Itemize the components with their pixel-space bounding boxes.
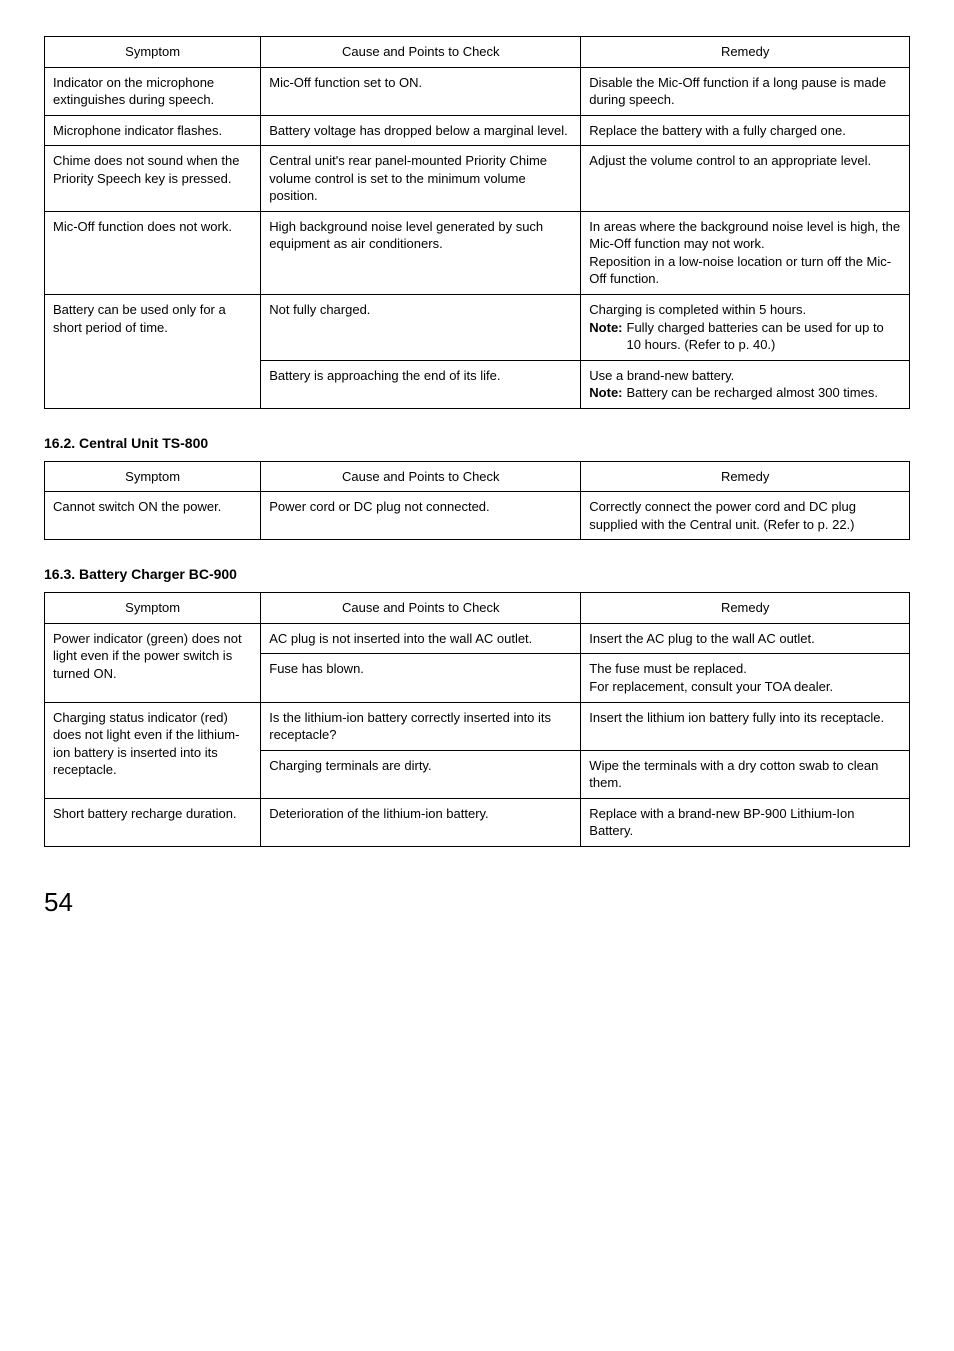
table-row: Power indicator (green) does not light e… <box>45 623 910 654</box>
cell-cause: Deterioration of the lithium-ion battery… <box>261 798 581 846</box>
table-header-row: Symptom Cause and Points to Check Remedy <box>45 593 910 624</box>
header-cause: Cause and Points to Check <box>261 37 581 68</box>
table-row: Microphone indicator flashes. Battery vo… <box>45 115 910 146</box>
cell-remedy: Wipe the terminals with a dry cotton swa… <box>581 750 910 798</box>
table-row: Charging status indicator (red) does not… <box>45 702 910 750</box>
cell-cause: High background noise level generated by… <box>261 211 581 294</box>
note-label: Note: <box>589 319 626 354</box>
header-cause: Cause and Points to Check <box>261 593 581 624</box>
table-header-row: Symptom Cause and Points to Check Remedy <box>45 461 910 492</box>
cell-symptom: Microphone indicator flashes. <box>45 115 261 146</box>
table-row: Indicator on the microphone extinguishes… <box>45 67 910 115</box>
header-cause: Cause and Points to Check <box>261 461 581 492</box>
troubleshooting-table-central: Symptom Cause and Points to Check Remedy… <box>44 461 910 541</box>
table-header-row: Symptom Cause and Points to Check Remedy <box>45 37 910 68</box>
cell-remedy: Adjust the volume control to an appropri… <box>581 146 910 212</box>
cell-symptom: Battery can be used only for a short per… <box>45 295 261 409</box>
cell-cause: Battery is approaching the end of its li… <box>261 360 581 408</box>
cell-cause: Charging terminals are dirty. <box>261 750 581 798</box>
table-row: Battery can be used only for a short per… <box>45 295 910 361</box>
header-symptom: Symptom <box>45 593 261 624</box>
table-row: Short battery recharge duration. Deterio… <box>45 798 910 846</box>
cell-cause: Central unit's rear panel-mounted Priori… <box>261 146 581 212</box>
header-remedy: Remedy <box>581 593 910 624</box>
remedy-line: Use a brand-new battery. <box>589 367 901 385</box>
cell-remedy: Disable the Mic-Off function if a long p… <box>581 67 910 115</box>
page-number: 54 <box>44 887 910 918</box>
header-remedy: Remedy <box>581 461 910 492</box>
cell-symptom: Power indicator (green) does not light e… <box>45 623 261 702</box>
note-label: Note: <box>589 384 626 402</box>
cell-remedy: Insert the lithium ion battery fully int… <box>581 702 910 750</box>
troubleshooting-table-charger: Symptom Cause and Points to Check Remedy… <box>44 592 910 846</box>
header-remedy: Remedy <box>581 37 910 68</box>
troubleshooting-table-main: Symptom Cause and Points to Check Remedy… <box>44 36 910 409</box>
remedy-note: Note: Battery can be recharged almost 30… <box>589 384 901 402</box>
remedy-line: Charging is completed within 5 hours. <box>589 301 901 319</box>
header-symptom: Symptom <box>45 37 261 68</box>
cell-remedy: Use a brand-new battery. Note: Battery c… <box>581 360 910 408</box>
section-title-central: 16.2. Central Unit TS-800 <box>44 435 910 451</box>
cell-cause: Is the lithium-ion battery correctly ins… <box>261 702 581 750</box>
table-row: Mic-Off function does not work. High bac… <box>45 211 910 294</box>
cell-remedy: Charging is completed within 5 hours. No… <box>581 295 910 361</box>
cell-remedy: Insert the AC plug to the wall AC outlet… <box>581 623 910 654</box>
section-title-charger: 16.3. Battery Charger BC-900 <box>44 566 910 582</box>
cell-symptom: Indicator on the microphone extinguishes… <box>45 67 261 115</box>
cell-cause: Power cord or DC plug not connected. <box>261 492 581 540</box>
cell-symptom: Short battery recharge duration. <box>45 798 261 846</box>
cell-remedy: Replace with a brand-new BP-900 Lithium-… <box>581 798 910 846</box>
table-row: Chime does not sound when the Priority S… <box>45 146 910 212</box>
table-row: Cannot switch ON the power. Power cord o… <box>45 492 910 540</box>
cell-cause: Mic-Off function set to ON. <box>261 67 581 115</box>
header-symptom: Symptom <box>45 461 261 492</box>
remedy-note: Note: Fully charged batteries can be use… <box>589 319 901 354</box>
cell-cause: Fuse has blown. <box>261 654 581 702</box>
cell-remedy: Replace the battery with a fully charged… <box>581 115 910 146</box>
cell-symptom: Cannot switch ON the power. <box>45 492 261 540</box>
note-text: Battery can be recharged almost 300 time… <box>627 384 901 402</box>
cell-cause: Not fully charged. <box>261 295 581 361</box>
cell-remedy: The fuse must be replaced. For replaceme… <box>581 654 910 702</box>
cell-symptom: Mic-Off function does not work. <box>45 211 261 294</box>
cell-cause: Battery voltage has dropped below a marg… <box>261 115 581 146</box>
note-text: Fully charged batteries can be used for … <box>627 319 901 354</box>
cell-symptom: Chime does not sound when the Priority S… <box>45 146 261 212</box>
cell-symptom: Charging status indicator (red) does not… <box>45 702 261 798</box>
cell-remedy: In areas where the background noise leve… <box>581 211 910 294</box>
cell-cause: AC plug is not inserted into the wall AC… <box>261 623 581 654</box>
cell-remedy: Correctly connect the power cord and DC … <box>581 492 910 540</box>
